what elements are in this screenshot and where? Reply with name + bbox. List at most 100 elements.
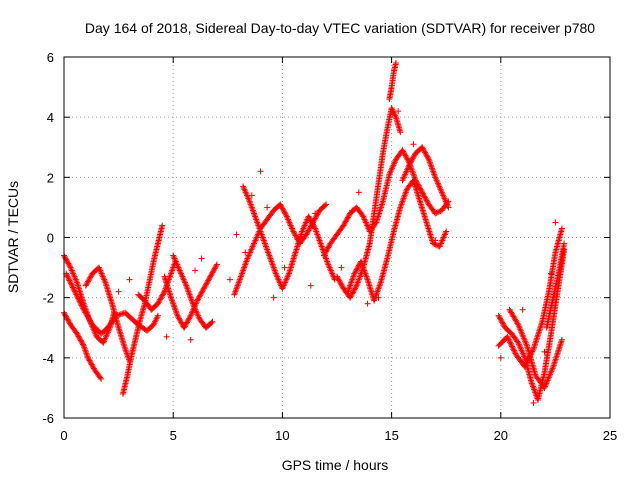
data-point — [505, 336, 512, 343]
data-point — [66, 319, 73, 326]
data-point — [198, 289, 205, 296]
data-point — [73, 291, 80, 298]
data-point — [184, 318, 191, 325]
data-point — [160, 291, 167, 298]
data-point — [66, 261, 73, 268]
data-point — [62, 312, 69, 319]
y-tick-label: -4 — [42, 351, 54, 366]
data-point — [64, 316, 71, 323]
data-point — [83, 281, 90, 288]
data-point — [87, 360, 94, 367]
data-point — [160, 289, 167, 296]
data-point — [445, 204, 452, 211]
data-point — [116, 311, 123, 318]
data-point — [307, 217, 314, 224]
data-point — [257, 168, 264, 175]
data-point — [88, 361, 95, 368]
data-point — [402, 152, 409, 159]
data-point — [211, 265, 218, 272]
data-point — [198, 255, 205, 262]
data-point — [197, 290, 204, 297]
data-point — [155, 299, 162, 306]
data-point — [307, 282, 314, 289]
data-point — [324, 245, 331, 252]
data-point — [126, 276, 133, 283]
tick-labels: 0 5 10 15 20 25 -6 -4 -2 0 2 4 6 — [42, 50, 617, 443]
data-point — [322, 249, 329, 256]
data-point — [496, 314, 503, 321]
data-point — [350, 287, 357, 294]
data-point — [410, 141, 417, 148]
data-point — [343, 217, 350, 224]
data-point — [200, 286, 207, 293]
data-point — [270, 294, 277, 301]
data-point — [320, 252, 327, 259]
data-point — [334, 274, 341, 281]
data-point — [196, 293, 203, 300]
data-point — [310, 222, 317, 229]
data-point — [308, 218, 315, 225]
data-point — [433, 209, 440, 216]
data-point — [66, 263, 73, 270]
data-point — [430, 240, 437, 247]
data-point — [277, 202, 284, 209]
data-point — [278, 204, 285, 211]
data-point — [163, 333, 170, 340]
data-point — [321, 251, 328, 258]
x-tick-label: 15 — [384, 428, 398, 443]
data-point — [355, 263, 362, 270]
data-point — [309, 220, 316, 227]
data-point — [443, 228, 450, 235]
data-point — [69, 284, 76, 291]
data-point — [292, 232, 299, 239]
data-point — [209, 269, 216, 276]
data-point — [530, 399, 537, 406]
data-point — [505, 335, 512, 342]
data-point — [312, 214, 319, 221]
data-point — [78, 302, 85, 309]
data-point — [283, 212, 290, 219]
data-point — [115, 288, 122, 295]
data-point — [416, 184, 423, 191]
data-point — [205, 277, 212, 284]
data-point — [338, 264, 345, 271]
data-point — [87, 274, 94, 281]
data-point — [338, 281, 345, 288]
data-point — [76, 298, 83, 305]
data-point — [355, 189, 362, 196]
data-point — [182, 322, 189, 329]
data-point — [74, 294, 81, 301]
data-point — [305, 227, 312, 234]
data-point — [323, 247, 330, 254]
data-point — [86, 357, 93, 364]
x-tick-label: 10 — [275, 428, 289, 443]
data-point — [334, 273, 340, 280]
data-point — [411, 152, 418, 159]
data-point — [65, 276, 72, 283]
data-point — [349, 207, 356, 214]
data-point — [183, 320, 190, 327]
data-point — [347, 293, 354, 300]
y-tick-label: 2 — [47, 170, 54, 185]
data-point — [400, 149, 407, 156]
data-point — [159, 292, 166, 299]
data-point — [181, 324, 188, 331]
data-point — [206, 274, 213, 281]
data-point — [419, 145, 426, 152]
data-point — [364, 300, 371, 307]
data-point — [248, 192, 255, 199]
data-point — [63, 271, 70, 278]
data-point — [507, 339, 514, 346]
data-point — [511, 349, 518, 356]
data-point — [312, 210, 319, 217]
data-point — [264, 204, 271, 211]
data-point — [510, 346, 517, 353]
data-point — [355, 262, 362, 269]
data-point — [507, 340, 514, 347]
data-point — [77, 301, 84, 308]
data-point — [508, 342, 515, 349]
data-point — [306, 226, 313, 233]
data-point — [195, 295, 202, 302]
data-point — [65, 260, 72, 267]
data-point — [335, 276, 342, 283]
